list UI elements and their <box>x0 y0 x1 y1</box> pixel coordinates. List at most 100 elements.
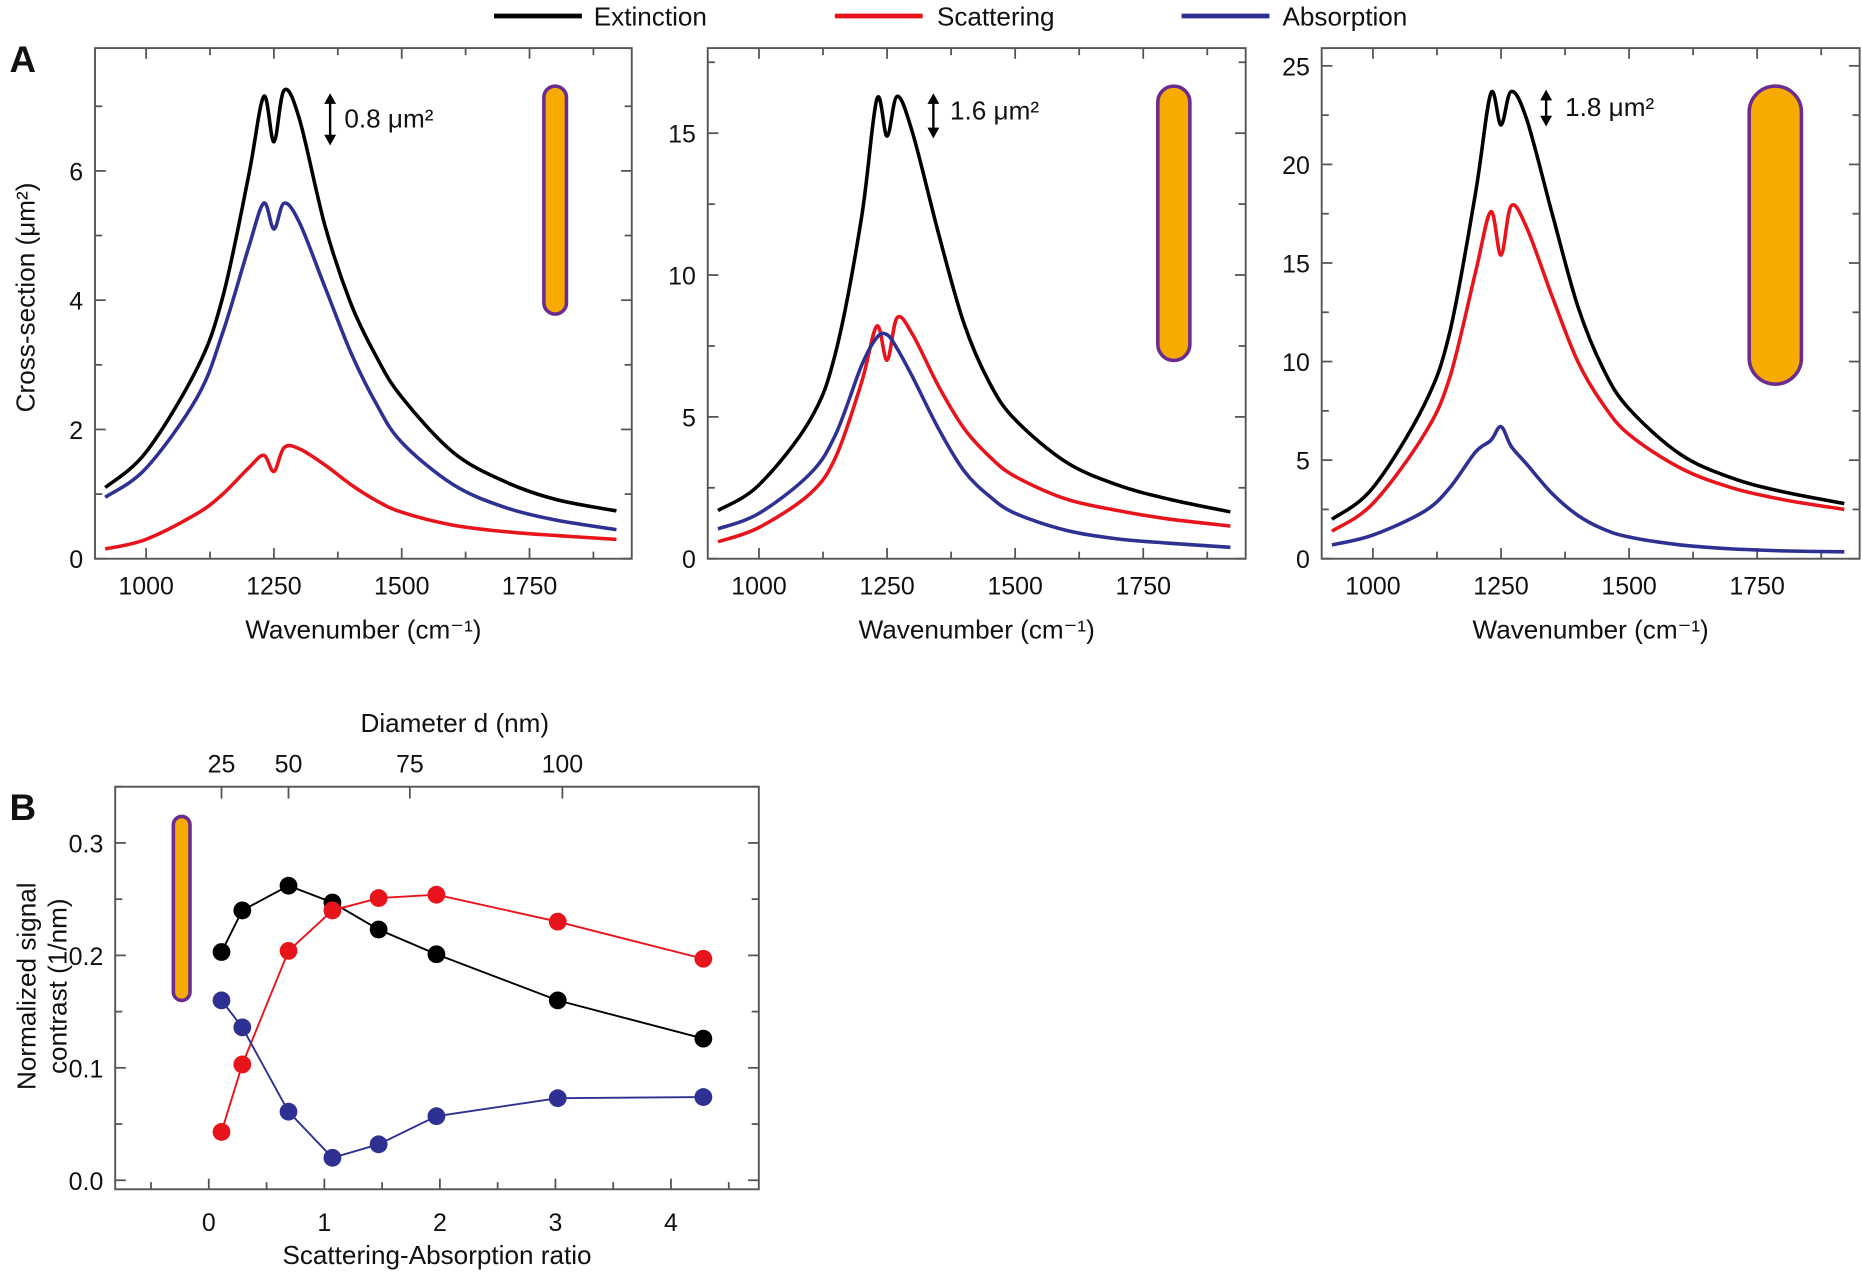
x-tick-label: 1250 <box>859 572 914 600</box>
y-tick-label: 20 <box>1282 152 1310 180</box>
x-axis-label: Wavenumber (cm⁻¹) <box>859 614 1095 644</box>
y-tick-label: 0.3 <box>69 830 104 858</box>
data-point-extinction <box>427 945 446 964</box>
y-tick-label: 5 <box>682 404 696 432</box>
x-tick-label: 2 <box>433 1209 447 1237</box>
data-point-scattering <box>548 912 567 931</box>
plot-frame <box>706 47 1247 560</box>
x-tick-label: 1500 <box>1601 572 1656 600</box>
series-line-extinction <box>717 94 1231 514</box>
x-tick-label: 1750 <box>1729 572 1784 600</box>
plot-frame <box>94 47 633 560</box>
panel-3: 1000 1250 1500 1750 0 5 10 15 20 25 Wavenumber (cm… <box>1282 47 1861 644</box>
x-tick-label: 4 <box>664 1209 678 1237</box>
plot-frame <box>114 785 760 1191</box>
panel-1: 1000 1250 1500 1750 0 2 4 6 Wavenumber (cm⁻¹) Cro… <box>10 39 633 644</box>
arrow-head-up <box>1540 89 1553 101</box>
x-tick-label: 1500 <box>374 572 429 600</box>
panel-label: A <box>10 39 37 80</box>
x-tick-label: 1000 <box>1345 572 1400 600</box>
y-tick-label: 10 <box>668 263 696 291</box>
y-tick-label: 15 <box>668 121 696 149</box>
y-tick-label: 4 <box>69 288 83 316</box>
data-point-scattering <box>233 1055 252 1074</box>
data-point-absorption <box>694 1088 713 1106</box>
series-line-extinction <box>220 884 704 1040</box>
top-axis-label: Diameter d (nm) <box>361 708 550 738</box>
series-line-absorption <box>104 201 617 532</box>
y-tick-label: 6 <box>69 158 83 186</box>
arrow-head-down <box>927 127 940 139</box>
data-point-scattering <box>694 949 713 968</box>
data-point-scattering <box>369 889 388 907</box>
data-point-extinction <box>548 991 567 1010</box>
data-point-extinction <box>694 1029 713 1048</box>
data-point-absorption <box>233 1018 252 1037</box>
y-axis-label: Cross-section (μm²) <box>10 183 40 413</box>
x-tick-label: 1750 <box>502 572 557 600</box>
series-line-scattering <box>1330 202 1845 533</box>
series-line-scattering <box>104 443 617 551</box>
data-point-scattering <box>212 1123 231 1141</box>
top-axis-tick-label: 50 <box>275 750 303 778</box>
top-axis-tick-label: 100 <box>542 750 584 778</box>
arrow-head-down <box>324 134 337 146</box>
y-tick-label: 5 <box>1296 448 1310 476</box>
x-axis-label: Wavenumber (cm⁻¹) <box>1473 614 1709 644</box>
x-tick-label: 1750 <box>1115 572 1170 600</box>
arrow-head-down <box>1540 115 1553 127</box>
panel-4: 0 1 2 3 4 0.0 0.1 0.2 0.3 Scattering-Absorption r… <box>10 708 760 1270</box>
y-tick-label: 25 <box>1282 53 1310 81</box>
x-tick-label: 0 <box>202 1209 216 1237</box>
data-point-absorption <box>279 1102 298 1121</box>
y-tick-label: 0.0 <box>69 1168 104 1196</box>
legend-label: Scattering <box>937 2 1055 32</box>
arrow-head-up <box>324 93 337 104</box>
y-axis-label-line1: Normalized signal <box>12 882 42 1090</box>
x-tick-label: 1250 <box>246 572 301 600</box>
nanorod-icon <box>171 814 192 1003</box>
annotation-label: 1.6 μm² <box>950 95 1039 125</box>
y-tick-label: 15 <box>1282 250 1310 278</box>
data-point-scattering <box>279 941 298 960</box>
series-line-absorption <box>220 999 704 1159</box>
x-tick-label: 1000 <box>118 572 173 600</box>
arrow-head-up <box>927 93 940 104</box>
data-point-absorption <box>323 1148 342 1167</box>
y-tick-label: 10 <box>1282 349 1310 377</box>
x-axis-label: Wavenumber (cm⁻¹) <box>245 614 481 644</box>
data-point-absorption <box>212 991 231 1010</box>
annotation-label: 1.8 μm² <box>1565 92 1654 122</box>
x-tick-label: 1 <box>317 1209 331 1237</box>
nanorod-icon <box>1747 84 1804 386</box>
legend-label: Absorption <box>1283 2 1408 32</box>
data-point-scattering <box>323 901 342 920</box>
data-point-absorption <box>548 1089 567 1108</box>
top-axis-tick-label: 25 <box>208 750 236 778</box>
data-point-absorption <box>427 1107 446 1126</box>
nanorod-icon <box>542 84 569 316</box>
top-axis-tick-label: 75 <box>396 750 424 778</box>
data-point-extinction <box>212 943 231 961</box>
x-tick-label: 1000 <box>731 572 786 600</box>
annotation-label: 0.8 μm² <box>344 104 433 134</box>
y-axis-label-line2: contrast (1/nm) <box>43 898 73 1074</box>
series-line-scattering <box>220 893 704 1133</box>
panel-label: B <box>10 787 37 828</box>
series-line-extinction <box>104 87 617 513</box>
x-tick-label: 1250 <box>1473 572 1528 600</box>
series-line-extinction <box>1330 89 1845 521</box>
series-line-absorption <box>1331 424 1845 554</box>
y-tick-label: 0 <box>1296 546 1310 574</box>
legend-label: Extinction <box>594 2 707 32</box>
data-point-extinction <box>279 876 298 895</box>
series-line-scattering <box>717 314 1231 544</box>
x-tick-label: 1500 <box>987 572 1042 600</box>
y-tick-label: 0 <box>69 546 83 574</box>
y-tick-label: 0.1 <box>69 1055 104 1083</box>
data-point-scattering <box>427 885 446 904</box>
panel-2: 1000 1250 1500 1750 0 5 10 15 Wavenumber (cm⁻¹) 1… <box>668 47 1247 644</box>
legend: Extinction Scattering Absorption <box>494 2 1407 32</box>
